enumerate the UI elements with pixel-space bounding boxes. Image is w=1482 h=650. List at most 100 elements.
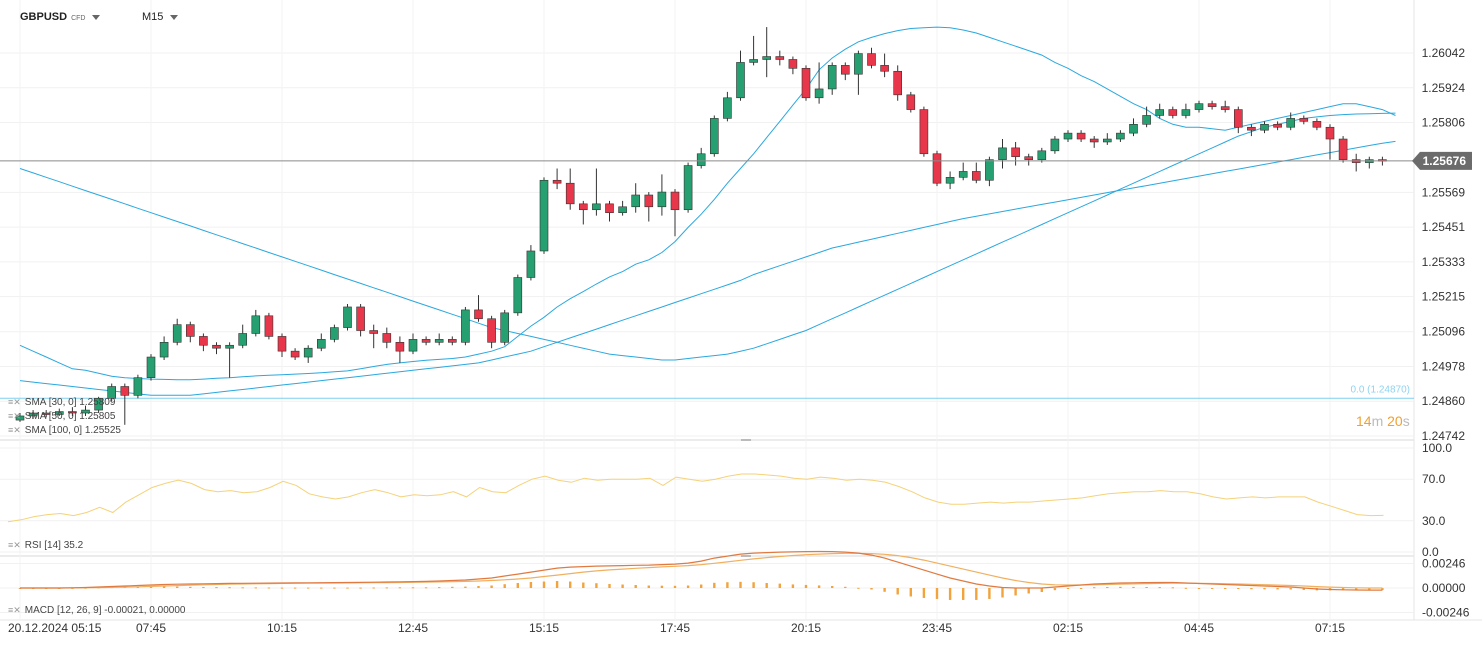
candle-up: [1181, 109, 1191, 116]
macd-histogram-bar: [189, 586, 192, 588]
candle-up: [408, 339, 418, 352]
macd-histogram-bar: [883, 588, 886, 592]
macd-histogram-bar: [1066, 588, 1070, 589]
sma-50-legend[interactable]: ≡✕ SMA [50, 0] 1.25805: [8, 411, 115, 422]
candle-up: [81, 409, 90, 414]
macd-histogram-bar: [1001, 588, 1004, 598]
candle-up: [28, 412, 38, 417]
candle-up: [238, 333, 247, 346]
macd-histogram-bar: [490, 585, 493, 588]
macd-histogram-bar: [686, 585, 690, 588]
time-tick-label: 10:15: [267, 621, 297, 635]
macd-histogram-bar: [215, 587, 218, 589]
macd-histogram-bar: [280, 587, 284, 589]
macd-histogram-bar: [831, 586, 834, 588]
macd-histogram-bar: [844, 586, 847, 588]
time-tick-label: 17:45: [660, 621, 690, 635]
sma-100-legend[interactable]: ≡✕ SMA [100, 0] 1.25525: [8, 425, 121, 436]
candle-down: [906, 94, 916, 110]
sma-30-legend[interactable]: ≡✕ SMA [30, 0] 1.25809: [8, 397, 115, 408]
candle-down: [670, 191, 680, 211]
candle-up: [1129, 123, 1138, 134]
candle-down: [605, 203, 614, 213]
macd-histogram-bar: [778, 583, 781, 588]
macd-signal-line: [20, 552, 1383, 589]
macd-histogram-bar: [359, 587, 362, 589]
rsi-legend[interactable]: ≡✕ RSI [14] 35.2: [8, 540, 83, 551]
macd-histogram-bar: [529, 582, 533, 588]
candle-up: [827, 65, 837, 90]
symbol-selector[interactable]: GBPUSD CFD: [20, 11, 101, 23]
menu-close-icon[interactable]: ≡✕: [8, 605, 21, 615]
macd-histogram-bar: [713, 582, 716, 588]
macd-histogram-bar: [647, 585, 650, 588]
rsi-tick-label: 100.0: [1422, 441, 1452, 455]
sma-50-legend-text: SMA [50, 0] 1.25805: [24, 411, 116, 422]
macd-tick-label: 0.00000: [1422, 581, 1466, 595]
macd-histogram-bar: [935, 588, 939, 599]
menu-close-icon[interactable]: ≡✕: [8, 540, 21, 550]
macd-histogram-bar: [398, 587, 402, 589]
candle-up: [945, 177, 955, 184]
macd-histogram-bar: [922, 588, 926, 598]
macd-histogram-group: [18, 581, 1384, 600]
macd-histogram-bar: [700, 584, 703, 588]
macd-histogram-bar: [909, 588, 912, 597]
macd-histogram-bar: [307, 587, 310, 589]
macd-histogram-bar: [673, 585, 677, 588]
macd-line: [20, 550, 1383, 591]
macd-histogram-bar: [1171, 587, 1174, 589]
candle-down: [932, 153, 942, 184]
macd-legend-text: MACD [12, 26, 9] -0.00021, 0.00000: [24, 605, 186, 616]
candle-down: [421, 339, 431, 343]
menu-close-icon[interactable]: ≡✕: [8, 411, 21, 421]
macd-histogram-bar: [660, 585, 664, 588]
price-tick-label: 1.26042: [1422, 46, 1466, 60]
sma-30-legend-text: SMA [30, 0] 1.25809: [24, 397, 116, 408]
candle-up: [526, 250, 536, 278]
macd-histogram-bar: [202, 587, 205, 589]
timeframe-selector[interactable]: M15: [142, 11, 179, 23]
candle-down: [277, 336, 287, 352]
macd-histogram-bar: [1263, 588, 1266, 590]
macd-legend[interactable]: ≡✕ MACD [12, 26, 9] -0.00021, 0.00000: [8, 605, 185, 616]
candle-up: [133, 377, 143, 396]
macd-histogram-bar: [1106, 587, 1109, 589]
candle-down: [1273, 123, 1282, 128]
macd-histogram-bar: [1027, 588, 1030, 594]
macd-histogram-bar: [1381, 588, 1384, 591]
candle-up: [814, 88, 824, 99]
macd-histogram-bar: [817, 585, 821, 588]
macd-histogram-bar: [555, 581, 559, 588]
candle-down: [1076, 132, 1086, 140]
candle-down: [801, 68, 811, 99]
candle-countdown: 14m 20s: [1356, 413, 1410, 429]
macd-histogram-bar: [804, 584, 808, 588]
price-tick-label: 1.25451: [1422, 220, 1466, 234]
candle-up: [1103, 138, 1112, 143]
macd-histogram-bar: [1276, 588, 1279, 590]
candle-up: [146, 356, 156, 378]
candle-up: [539, 179, 549, 252]
macd-histogram-bar: [333, 587, 336, 589]
candle-down: [1089, 138, 1099, 143]
candle-down: [1247, 126, 1256, 131]
candle-down: [1299, 118, 1309, 122]
macd-histogram-bar: [1210, 588, 1214, 589]
candle-up: [631, 194, 641, 208]
candle-down: [474, 309, 483, 320]
candle-down: [840, 65, 850, 75]
candle-down: [1325, 126, 1335, 140]
menu-close-icon[interactable]: ≡✕: [8, 397, 21, 407]
candle-down: [893, 70, 903, 96]
macd-histogram-bar: [1237, 588, 1240, 589]
macd-histogram-bar: [372, 587, 375, 589]
sma-line-1: [19, 112, 1396, 361]
candle-up: [1286, 118, 1295, 128]
candle-down: [867, 53, 876, 66]
macd-histogram-bar: [254, 587, 257, 589]
candle-up: [303, 347, 313, 358]
menu-close-icon[interactable]: ≡✕: [8, 425, 21, 435]
candle-up: [1116, 132, 1125, 140]
